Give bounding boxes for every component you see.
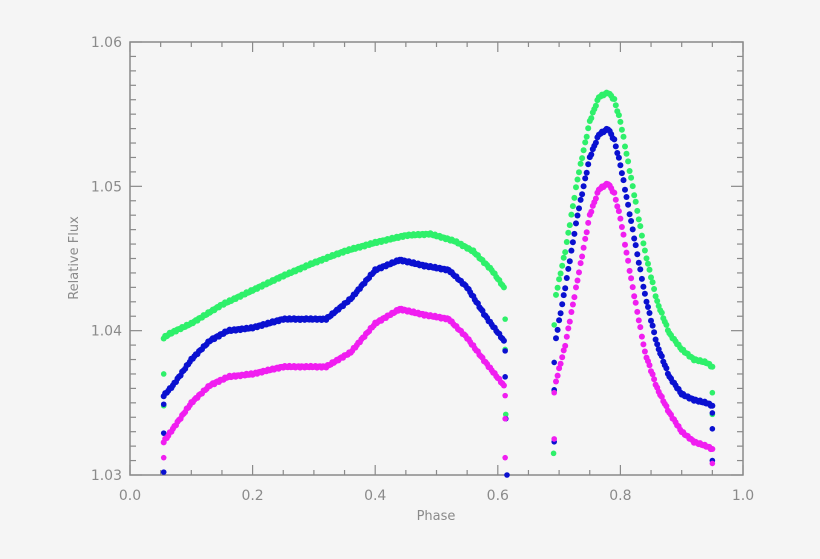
x-axis-title: Phase (417, 509, 456, 524)
plot-frame (129, 41, 744, 476)
y-tick-labels: 1.03 1.04 1.05 1.06 (91, 35, 122, 484)
x-tick-label: 0.2 (241, 488, 263, 504)
axis-ticks (129, 41, 744, 476)
series-green (160, 89, 716, 457)
x-tick-label: 0.6 (487, 488, 509, 504)
y-tick-label: 1.04 (91, 324, 122, 340)
y-tick-label: 1.05 (91, 179, 122, 195)
x-tick-label: 0.8 (609, 488, 631, 504)
x-tick-label: 1.0 (732, 488, 754, 504)
data-points (160, 89, 716, 478)
y-tick-label: 1.06 (91, 35, 122, 51)
y-axis-title: Relative Flux (67, 216, 82, 300)
x-tick-label: 0.0 (119, 488, 141, 504)
series-magenta (160, 180, 716, 467)
x-tick-label: 0.4 (364, 488, 386, 504)
series-blue (160, 125, 716, 478)
y-tick-label: 1.03 (91, 468, 122, 484)
x-tick-labels: 0.0 0.2 0.4 0.6 0.8 1.0 (119, 488, 754, 504)
